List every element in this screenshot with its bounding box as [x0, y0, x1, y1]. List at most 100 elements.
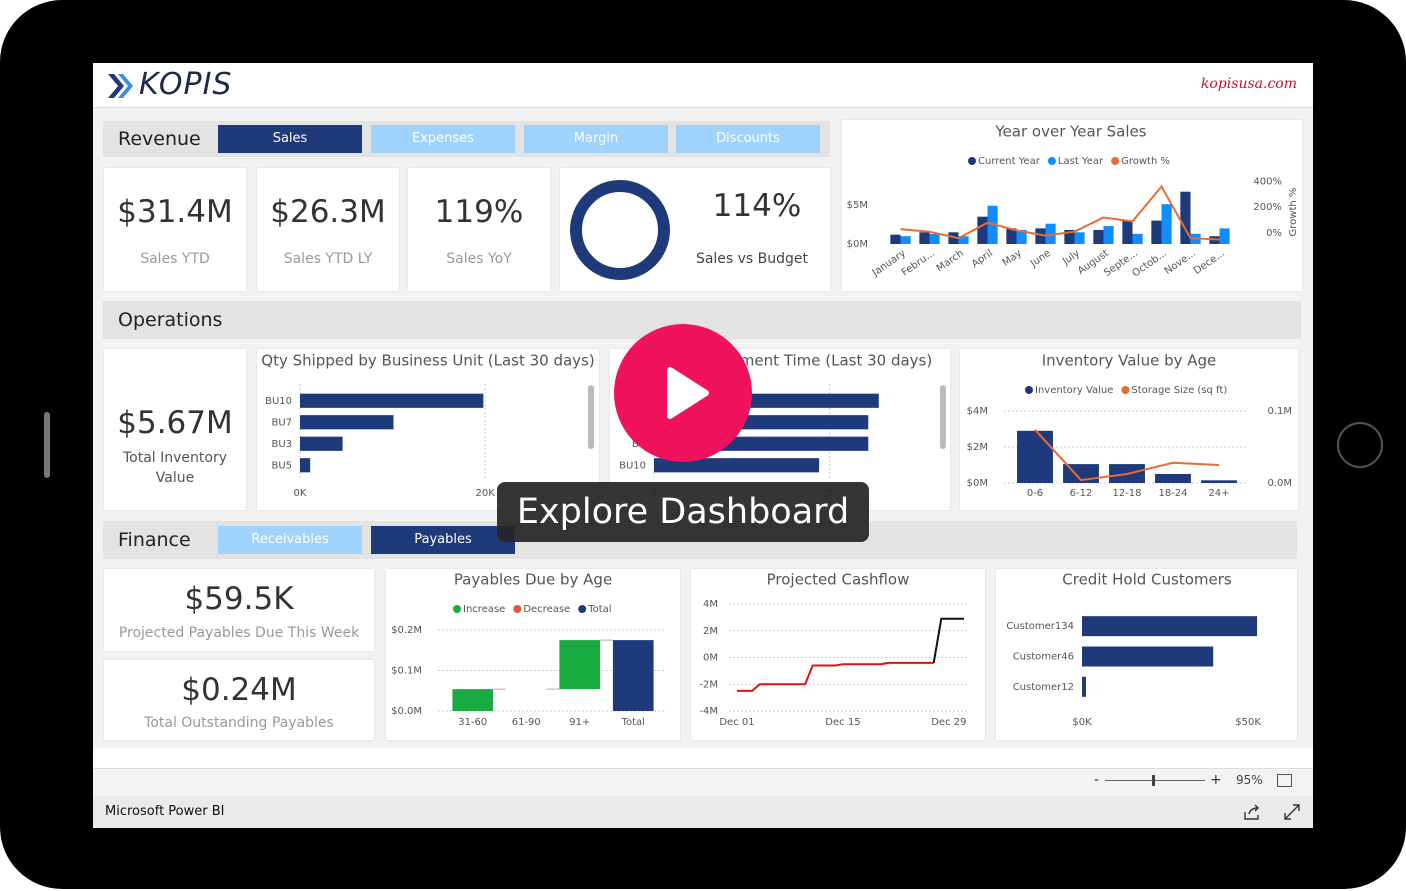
legend-label: Inventory Value: [1035, 385, 1113, 396]
x-tick-label: Dec 29: [931, 717, 966, 728]
x-tick-label: June: [1028, 248, 1053, 270]
x-tick-label: Dec 15: [825, 717, 860, 728]
line: [737, 661, 934, 692]
bar: [890, 234, 901, 244]
legend-label: Decrease: [523, 604, 570, 615]
bar: [1082, 646, 1214, 667]
y-tick-label: 200%: [1253, 202, 1282, 213]
footer-title: Microsoft Power BI: [105, 804, 225, 819]
tab[interactable]: Receivables: [218, 526, 362, 554]
y-tick-label: 0%: [1266, 228, 1282, 239]
bar: [1064, 229, 1075, 244]
bar: [948, 232, 959, 244]
share-icon[interactable]: [1243, 803, 1261, 821]
bar: [1006, 228, 1017, 244]
scrollbar[interactable]: [588, 385, 594, 449]
legend-marker: [453, 605, 461, 613]
bar: [919, 232, 930, 244]
scrollbar[interactable]: [940, 385, 946, 449]
zoom-slider[interactable]: [1105, 780, 1205, 781]
y-tick-label: -4M: [699, 706, 718, 717]
kpi-card: 119% Sales YoY: [408, 168, 550, 291]
bar: [300, 415, 394, 430]
bar: [1151, 220, 1162, 244]
kpi-value: $5.67M: [117, 405, 233, 441]
kpi-value: $59.5K: [184, 581, 294, 617]
line: [932, 617, 964, 664]
x-tick-label: April: [970, 248, 995, 270]
y-tick-label: $5M: [847, 200, 868, 211]
y-tick-label: BU10: [619, 460, 646, 471]
y-tick-label: $4M: [967, 406, 988, 417]
zoom-knob[interactable]: [1152, 775, 1155, 786]
y-tick-label: -2M: [699, 679, 718, 690]
x-tick-label: 12-18: [1112, 488, 1141, 499]
kpi-value: $31.4M: [117, 194, 233, 230]
x-tick-label: 0-6: [1027, 488, 1043, 499]
kpi-card: $0.24M Total Outstanding Payables: [104, 660, 374, 740]
fit-page[interactable]: [1277, 774, 1292, 787]
bar: [958, 236, 969, 244]
logo-icon: [108, 74, 133, 98]
y-tick-label: BU10: [265, 396, 292, 407]
x-tick-label: 6-12: [1070, 488, 1093, 499]
legend-label: Growth %: [1121, 156, 1170, 167]
tab[interactable]: Discounts: [676, 125, 820, 153]
y-tick-label: Customer134: [1006, 621, 1074, 632]
y-tick-label: 4M: [703, 599, 718, 610]
legend-marker: [1047, 157, 1056, 165]
bar: [1093, 229, 1104, 244]
legend-marker: [1121, 386, 1130, 394]
bar: [1155, 474, 1191, 483]
bar: [977, 216, 988, 244]
kpi-card: $59.5K Projected Payables Due This Week: [104, 569, 374, 651]
legend-marker: [1025, 386, 1033, 394]
y-tick-label: $0M: [847, 239, 868, 250]
home-button[interactable]: [1337, 422, 1383, 468]
header: KOPIS kopisusa.com: [93, 63, 1313, 108]
y-tick-label: 2M: [703, 626, 718, 637]
explore-label[interactable]: Explore Dashboard: [497, 482, 869, 542]
bar: [1045, 223, 1056, 244]
kpi-value: $26.3M: [270, 194, 386, 230]
kpi-label: Total Outstanding Payables: [144, 715, 334, 731]
y-tick-label: $0.2M: [391, 625, 422, 636]
chart-card: [842, 120, 1302, 291]
tab[interactable]: Payables: [371, 526, 515, 554]
bar: [452, 689, 494, 711]
kpi-label: Sales vs Budget: [695, 251, 809, 267]
zoom-in[interactable]: +: [1210, 772, 1222, 788]
y-tick-label: 0M: [703, 653, 718, 664]
chart-title: Payables Due by Age: [454, 571, 612, 589]
x-tick-label: 91+: [569, 717, 590, 728]
side-button: [44, 412, 50, 478]
bar: [900, 236, 911, 244]
logo: KOPIS: [139, 67, 233, 102]
bar: [1180, 191, 1191, 244]
zoom-level: 95%: [1236, 773, 1263, 787]
fullscreen-icon[interactable]: [1283, 803, 1301, 821]
bar: [929, 233, 940, 244]
bar: [1082, 676, 1086, 697]
zoom-out[interactable]: -: [1094, 772, 1100, 788]
tab[interactable]: Margin: [524, 125, 668, 153]
play-button[interactable]: [614, 324, 752, 462]
tab[interactable]: Expenses: [371, 125, 515, 153]
kpi-label: Sales YTD: [140, 251, 210, 267]
section-title: Operations: [118, 309, 223, 331]
kpi-card: $31.4M Sales YTD: [104, 168, 246, 291]
chart-title: Qty Shipped by Business Unit (Last 30 da…: [261, 352, 594, 370]
site-link[interactable]: kopisusa.com: [1200, 76, 1297, 92]
kpi-label: Total Inventory Value: [122, 450, 227, 486]
legend-label: Storage Size (sq ft): [1131, 385, 1227, 396]
tab[interactable]: Sales: [218, 125, 362, 153]
y-tick-label: $0M: [967, 478, 988, 489]
x-tick-label: 24+: [1208, 488, 1229, 499]
x-tick-label: May: [1001, 248, 1024, 269]
y-tick-label: 0.0M: [1267, 478, 1292, 489]
y-tick-label: Customer46: [1013, 652, 1074, 663]
y2-axis-title: Growth %: [1288, 188, 1299, 237]
y-tick-label: $0.1M: [391, 666, 422, 677]
